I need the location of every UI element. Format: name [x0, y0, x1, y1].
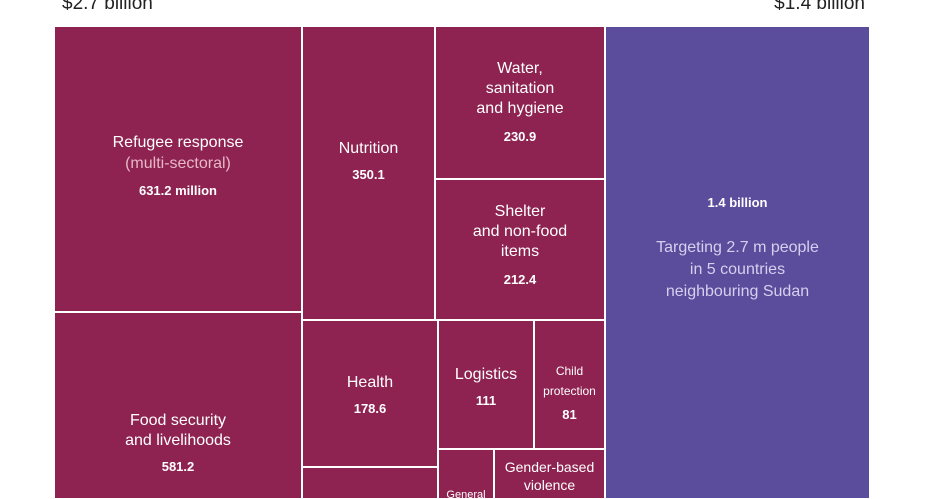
tile-value-refugee: 631.2 million [138, 183, 218, 198]
tile-value-food: 581.2 [161, 459, 195, 474]
tile-value-logistics: 111 [475, 393, 497, 408]
treemap-tile-wash: Water, sanitation and hygiene 230.9 [435, 26, 605, 179]
tile-label-logistics: Logistics [454, 366, 518, 383]
treemap-tile-regional: 1.4 billion Targeting 2.7 m people in 5 c… [605, 26, 870, 499]
tile-label-wash: Water, sanitation and hygiene [476, 60, 564, 117]
tile-sublabel-refugee: (multi-sectoral) [125, 155, 231, 172]
treemap-tile-general: General [438, 449, 494, 499]
treemap-tile-refugee: Refugee response (multi-sectoral) 631.2 mi… [54, 26, 302, 312]
regional-total-label: $1.4 billion [774, 0, 865, 14]
tile-label-refugee: Refugee response [112, 134, 244, 151]
tile-label-food: Food security and livelihoods [125, 412, 231, 449]
treemap-tile-other [302, 467, 438, 499]
tile-value-regional: 1.4 billion [707, 195, 768, 210]
treemap-tile-child: Child protection 81 [534, 320, 605, 449]
treemap-tile-food: Food security and livelihoods 581.2 [54, 312, 302, 499]
treemap-tile-shelter: Shelter and non-food items 212.4 [435, 179, 605, 320]
tile-label-shelter: Shelter and non-food items [472, 203, 568, 260]
treemap-tile-gbv: Gender-based violence [494, 449, 605, 499]
tile-value-wash: 230.9 [503, 129, 537, 144]
tile-value-child: 81 [562, 407, 577, 422]
tile-value-shelter: 212.4 [503, 272, 537, 287]
tile-value-health: 178.6 [353, 401, 387, 416]
tile-label-child: Child protection [543, 364, 596, 398]
tile-value-nutrition: 350.1 [352, 167, 385, 182]
tile-label-general: General [446, 489, 486, 499]
tile-label-health: Health [346, 374, 394, 391]
treemap-tile-logistics: Logistics 111 [438, 320, 534, 449]
treemap-tile-nutrition: Nutrition 350.1 [302, 26, 435, 320]
tile-label-gbv: Gender-based violence [504, 459, 595, 493]
treemap-tile-health: Health 178.6 [302, 320, 438, 467]
sudan-total-label: $2.7 billion [62, 0, 153, 14]
tile-label-nutrition: Nutrition [338, 140, 399, 157]
tile-note-regional: Targeting 2.7 m people in 5 countries ne… [656, 239, 819, 300]
